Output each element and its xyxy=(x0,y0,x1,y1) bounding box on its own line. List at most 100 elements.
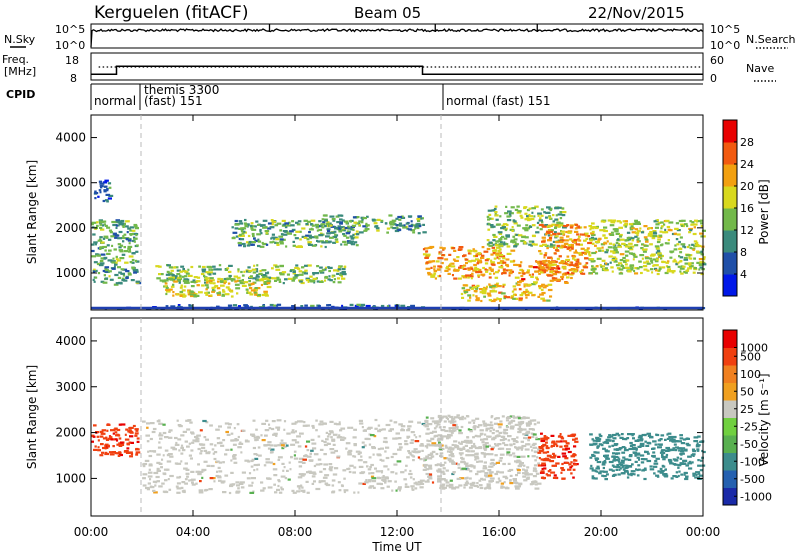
velocity-cell xyxy=(298,473,304,476)
velocity-cell xyxy=(423,463,428,467)
power-cell xyxy=(584,234,588,237)
power-cell xyxy=(128,255,134,258)
velocity-cell xyxy=(311,442,317,445)
velocity-cell xyxy=(592,439,597,442)
power-cell xyxy=(352,216,357,219)
power-cell xyxy=(132,239,136,243)
power-cell xyxy=(603,229,608,233)
power-cell xyxy=(643,261,647,264)
power-cell xyxy=(131,261,135,264)
velocity-cell xyxy=(142,420,146,423)
power-cell xyxy=(460,292,464,296)
power-cell xyxy=(628,242,633,245)
velocity-cell xyxy=(265,458,270,461)
power-cell xyxy=(588,225,593,228)
velocity-cell xyxy=(425,432,430,435)
power-cell xyxy=(550,244,553,247)
power-cell xyxy=(99,191,102,194)
power-cell xyxy=(634,244,639,247)
power-cell xyxy=(323,268,327,271)
power-cell xyxy=(692,232,697,236)
power-cell xyxy=(618,235,623,238)
power-cell xyxy=(194,294,197,297)
velocity-cell xyxy=(148,454,153,458)
colorbar-swatch xyxy=(723,120,737,143)
velocity-cell xyxy=(272,462,276,466)
velocity-cell xyxy=(659,467,663,470)
velocity-cell xyxy=(410,485,415,488)
power-cell xyxy=(331,275,334,278)
velocity-cell xyxy=(660,449,664,453)
power-cell xyxy=(695,241,699,244)
velocity-cell xyxy=(621,451,626,454)
velocity-cell xyxy=(149,437,153,441)
velocity-cell xyxy=(474,458,477,461)
power-cell xyxy=(702,307,706,310)
velocity-cell xyxy=(184,478,188,481)
power-cell xyxy=(187,289,191,292)
power-cell xyxy=(264,226,268,229)
power-cell xyxy=(609,261,612,264)
power-cell xyxy=(472,286,477,289)
power-cell xyxy=(683,256,688,260)
power-cell xyxy=(281,271,287,274)
power-cell xyxy=(457,248,462,251)
velocity-cell xyxy=(549,469,552,472)
power-cell xyxy=(326,221,330,224)
power-cell xyxy=(442,248,445,251)
power-cell xyxy=(261,269,267,272)
velocity-cell xyxy=(404,485,410,488)
power-cell xyxy=(170,305,176,308)
power-cell xyxy=(259,278,264,281)
velocity-cell xyxy=(189,457,193,460)
power-colorbar-label: Power [dB] xyxy=(757,179,771,244)
power-cell xyxy=(433,265,436,268)
velocity-cell xyxy=(349,464,354,467)
power-cell xyxy=(579,270,583,273)
power-cell xyxy=(265,243,269,246)
velocity-cell xyxy=(357,452,361,456)
power-cell xyxy=(540,297,545,300)
power-cell xyxy=(320,223,326,226)
velocity-cell xyxy=(232,439,238,442)
power-cell xyxy=(693,267,697,270)
power-cell xyxy=(503,237,508,240)
velocity-cell xyxy=(561,462,564,466)
velocity-cell xyxy=(683,471,688,475)
velocity-cell xyxy=(180,452,184,455)
power-cell xyxy=(615,241,619,245)
power-cell xyxy=(257,240,262,243)
power-cell xyxy=(334,233,337,236)
power-cell xyxy=(497,249,501,252)
velocity-cell xyxy=(475,452,479,455)
power-cell xyxy=(477,252,482,255)
velocity-cell xyxy=(135,429,139,432)
power-cell xyxy=(262,219,268,222)
velocity-cell xyxy=(436,439,440,442)
power-cell xyxy=(609,233,615,236)
power-cell xyxy=(115,224,118,227)
power-cell xyxy=(468,275,474,278)
power-cell xyxy=(685,254,691,257)
velocity-cell xyxy=(595,436,600,439)
power-cell xyxy=(562,207,565,210)
power-cell xyxy=(105,193,111,196)
velocity-cell xyxy=(370,472,375,475)
velocity-cell xyxy=(117,428,121,432)
power-cell xyxy=(545,233,548,236)
velocity-cell xyxy=(156,467,160,470)
power-cell xyxy=(166,277,169,280)
velocity-cell xyxy=(147,475,153,478)
velocity-cell xyxy=(570,461,573,464)
velocity-cell xyxy=(467,468,470,471)
velocity-cell xyxy=(108,451,113,454)
velocity-cell xyxy=(329,448,335,451)
power-cell xyxy=(233,275,238,278)
velocity-cell xyxy=(407,425,412,428)
power-cell xyxy=(343,265,347,269)
velocity-cell xyxy=(454,486,460,489)
velocity-cell xyxy=(678,470,681,473)
power-cell xyxy=(499,215,502,218)
velocity-cell xyxy=(426,479,430,482)
